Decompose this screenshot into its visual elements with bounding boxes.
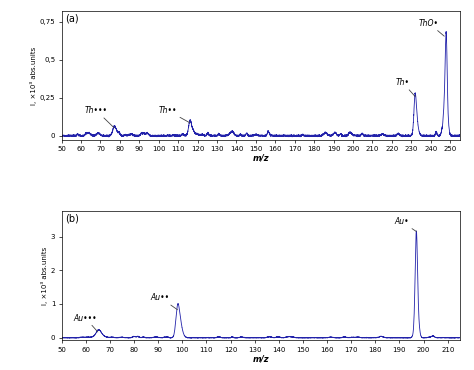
Text: Au•••: Au••• [73,313,98,332]
Text: (a): (a) [65,14,79,24]
X-axis label: m/z: m/z [252,154,269,163]
Text: Au•: Au• [395,218,416,232]
Y-axis label: I, ×10³ abs.units: I, ×10³ abs.units [30,47,37,105]
Text: (b): (b) [65,214,80,224]
X-axis label: m/z: m/z [252,354,269,363]
Text: ThO•: ThO• [419,19,444,36]
Text: Th••: Th•• [159,106,190,123]
Y-axis label: I, ×10³ abs.units: I, ×10³ abs.units [41,247,48,305]
Text: Th•: Th• [396,78,415,97]
Text: Au••: Au•• [151,293,177,310]
Text: Th•••: Th••• [85,106,114,128]
